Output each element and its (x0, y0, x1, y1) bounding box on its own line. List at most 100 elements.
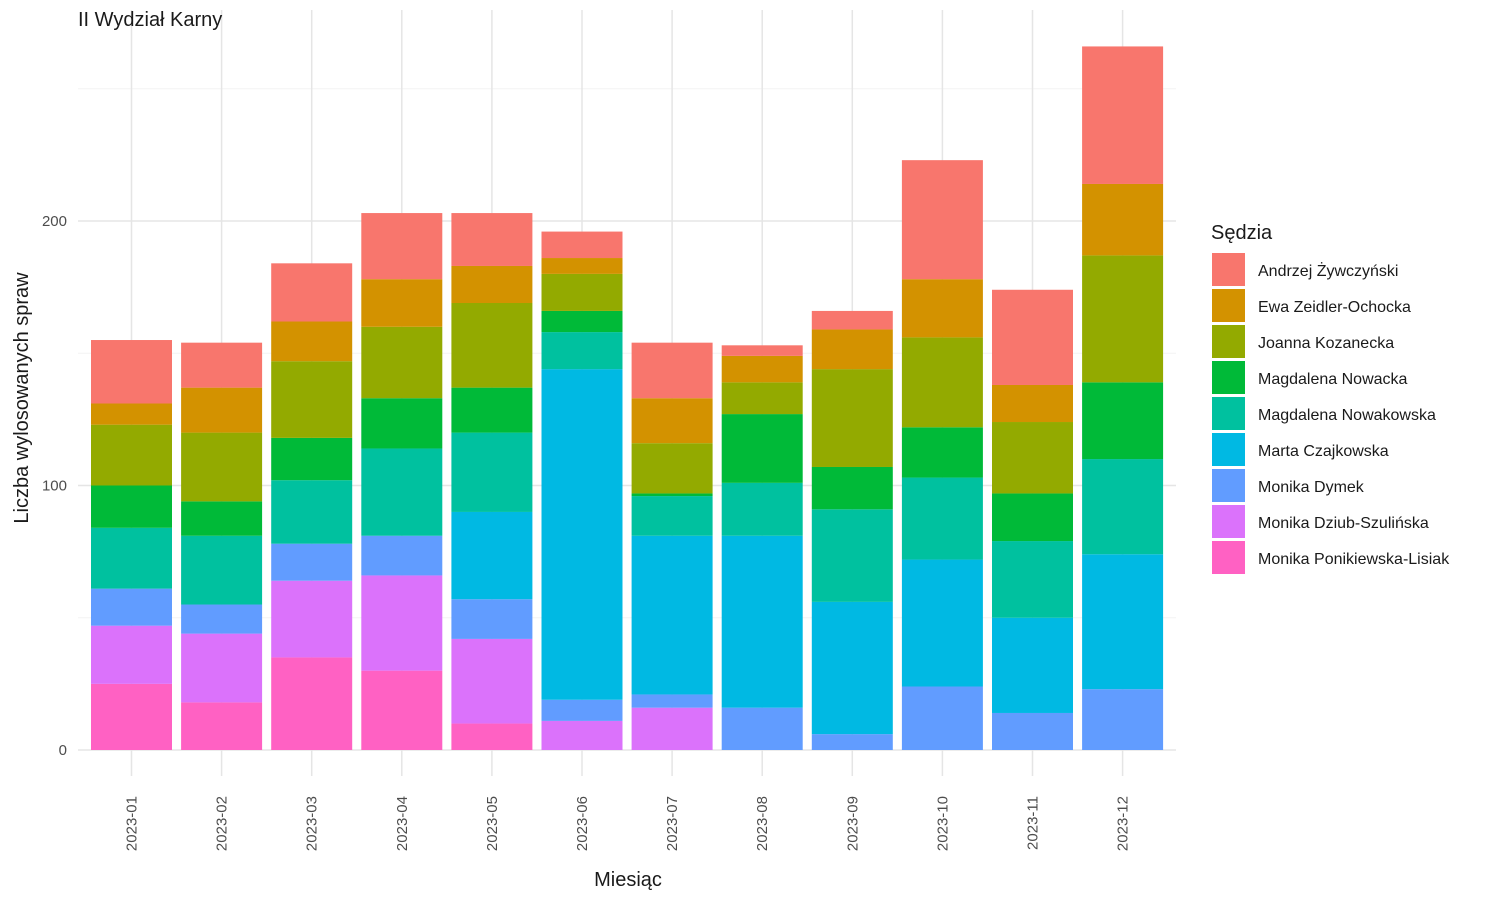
y-axis-ticks: 0 100 200 (42, 213, 67, 759)
bar-segment (992, 617, 1073, 713)
bar-segment (992, 422, 1073, 494)
bar-segment (91, 403, 172, 425)
bar-segment (181, 535, 263, 605)
legend-swatch (1212, 361, 1245, 394)
bar-segment (451, 723, 533, 750)
x-tick-label: 2023-05 (484, 796, 501, 851)
x-axis-ticks: 2023-01 2023-02 2023-03 2023-04 2023-05 2023-… (124, 796, 1132, 851)
bar-segment (901, 427, 983, 478)
x-tick-label: 2023-04 (394, 796, 411, 851)
bar-segment (631, 535, 713, 695)
bar-segment (901, 337, 983, 428)
legend-swatch (1212, 325, 1245, 358)
bar-segment (811, 369, 893, 467)
bar-segment (451, 511, 533, 600)
x-tick-label: 2023-06 (574, 796, 591, 851)
bar-segment (181, 604, 263, 634)
bar-segment (181, 501, 263, 536)
bar-segment (361, 279, 443, 327)
bar-segment (181, 387, 263, 433)
legend-swatch (1212, 541, 1245, 574)
bar-segment (361, 326, 443, 399)
bar-segment (541, 310, 623, 333)
legend-label: Joanna Kozanecka (1258, 335, 1394, 352)
bar-segment (631, 707, 713, 750)
bar-segment (541, 369, 623, 700)
bar-segment (91, 625, 172, 684)
bars (91, 46, 1164, 750)
bar-segment (1082, 554, 1164, 690)
bar-segment (91, 424, 172, 486)
legend-label: Magdalena Nowakowska (1258, 407, 1436, 424)
chart-title: II Wydział Karny (78, 9, 222, 31)
bar-segment (271, 361, 353, 438)
bar-segment (451, 638, 533, 724)
bar-segment (361, 670, 443, 750)
bar-segment (271, 580, 353, 658)
legend-swatch (1212, 289, 1245, 322)
bar-segment (901, 279, 983, 338)
bar-segment (811, 734, 893, 750)
bar-segment (361, 398, 443, 449)
legend-swatch (1212, 433, 1245, 466)
bar-segment (721, 482, 803, 536)
x-tick-label: 2023-09 (844, 796, 861, 851)
y-axis-title: Liczba wylosowanych spraw (11, 272, 33, 524)
bar-segment (451, 265, 533, 303)
bar-segment (721, 345, 803, 356)
x-axis-title: Miesiąc (594, 869, 662, 891)
bar-segment (721, 707, 803, 750)
bar-segment (1082, 183, 1164, 256)
bar-segment (811, 329, 893, 370)
x-tick-label: 2023-07 (664, 796, 681, 851)
bar-segment (721, 414, 803, 483)
bar-segment (1082, 46, 1164, 184)
bar-segment (451, 302, 533, 388)
legend-swatch (1212, 253, 1245, 286)
bar-segment (811, 509, 893, 602)
bar-segment (271, 263, 353, 322)
bar-segment (361, 535, 443, 576)
bar-segment (631, 398, 713, 444)
bar-segment (271, 321, 353, 362)
bar-segment (361, 575, 443, 671)
bar-segment (721, 355, 803, 383)
bar-segment (1082, 382, 1164, 460)
bar-segment (271, 543, 353, 581)
bar-segment (901, 559, 983, 687)
bar-segment (1082, 689, 1164, 750)
legend-label: Magdalena Nowacka (1258, 371, 1408, 388)
bar-segment (541, 231, 623, 259)
legend-label: Monika Dymek (1258, 479, 1365, 496)
x-tick-label: 2023-03 (304, 796, 321, 851)
bar-segment (1082, 255, 1164, 383)
x-tick-label: 2023-02 (214, 796, 231, 851)
bar-segment (361, 213, 443, 280)
bar-segment (541, 332, 623, 370)
legend-swatch (1212, 505, 1245, 538)
legend: Sędzia Andrzej Żywczyński Ewa Zeidler-Och… (1211, 222, 1450, 574)
x-tick-label: 2023-01 (124, 796, 141, 851)
bar-segment (992, 541, 1073, 618)
bar-segment (811, 601, 893, 735)
bar-segment (181, 342, 263, 388)
bar-segment (91, 340, 172, 404)
bar-segment (451, 387, 533, 433)
bar-segment (451, 599, 533, 639)
bar-segment (1082, 459, 1164, 555)
bar-segment (992, 712, 1073, 750)
y-tick-label: 0 (59, 742, 67, 759)
bar-segment (541, 273, 623, 311)
bar-segment (901, 686, 983, 750)
legend-title: Sędzia (1211, 222, 1273, 244)
bar-segment (992, 289, 1073, 385)
legend-swatch (1212, 397, 1245, 430)
bar-segment (631, 443, 713, 494)
y-tick-label: 200 (42, 213, 67, 230)
bar-segment (361, 448, 443, 536)
bar-segment (91, 485, 172, 528)
bar-segment (541, 699, 623, 721)
x-tick-label: 2023-10 (934, 796, 951, 851)
bar-segment (721, 535, 803, 708)
